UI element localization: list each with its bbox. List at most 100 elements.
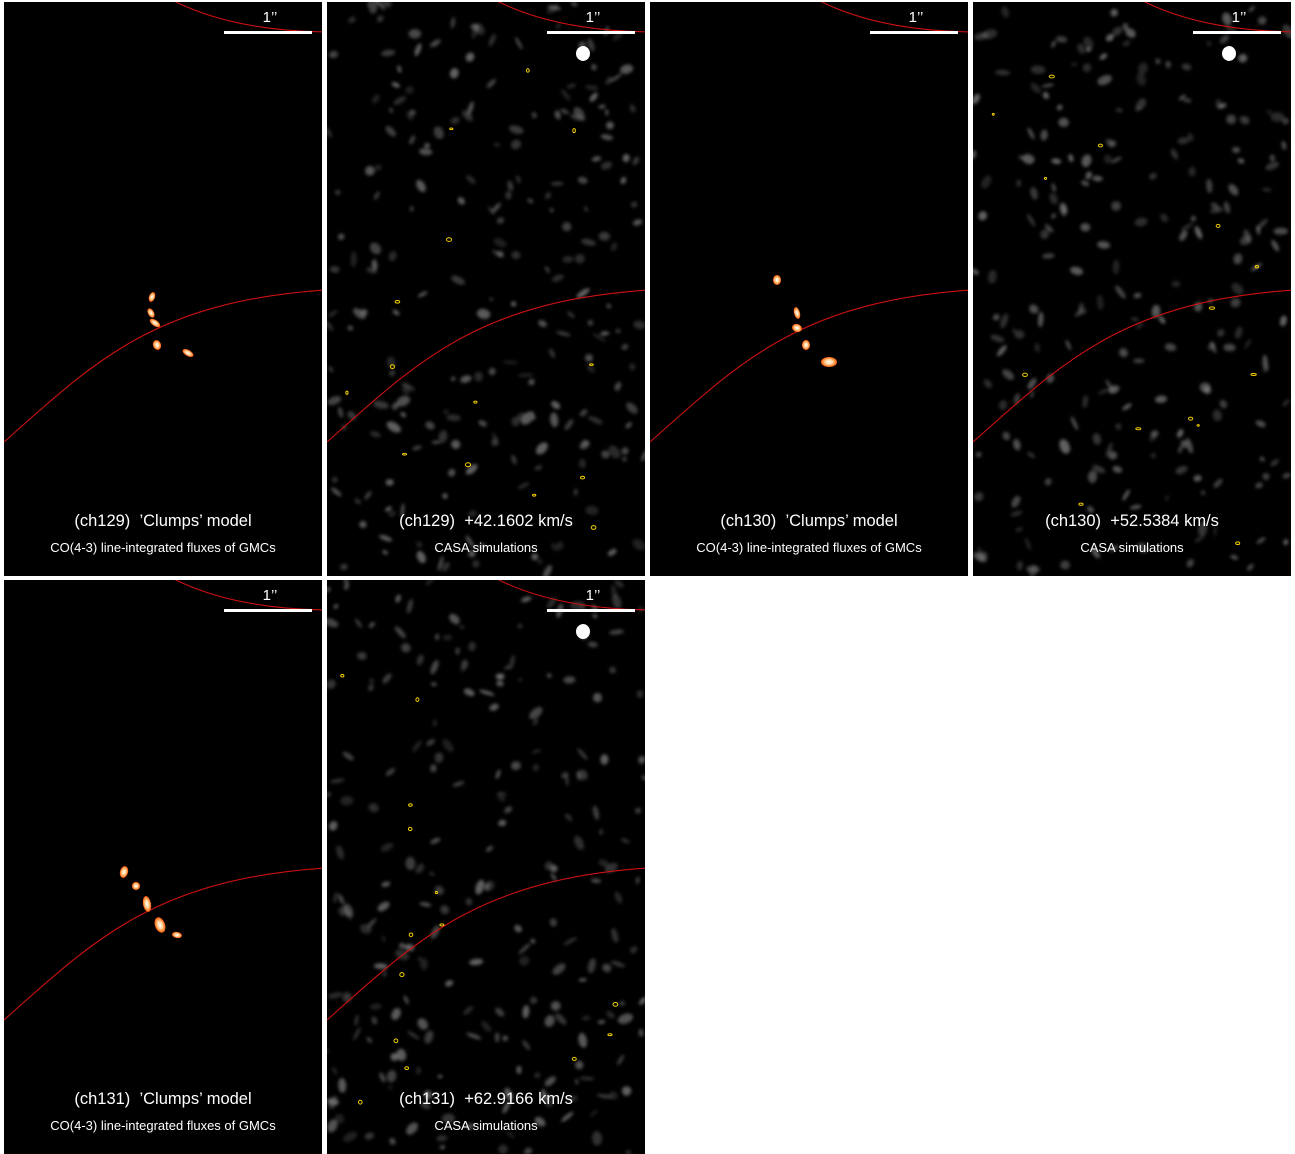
noise-blob [1137, 542, 1149, 554]
noise-blob [396, 1048, 407, 1062]
scale-bar-label: 1’’ [262, 9, 278, 26]
channel-label: (ch130) [720, 512, 777, 530]
noise-blob [550, 1001, 561, 1011]
noise-blob [497, 792, 506, 802]
noise-blob [468, 550, 476, 558]
noise-blob [328, 50, 339, 59]
beam-ellipse [576, 46, 590, 61]
noise-blob [510, 761, 521, 771]
channel-label: (ch129) [74, 512, 131, 530]
noise-blob [602, 963, 612, 973]
contour-speck [1097, 143, 1104, 148]
noise-blob [327, 791, 331, 798]
noise-blob [981, 175, 992, 189]
noise-blob [492, 432, 497, 441]
gmc-clump [119, 866, 129, 878]
noise-blob [1051, 183, 1057, 193]
panel-title-text: +42.1602 km/s [464, 512, 573, 530]
noise-blob [488, 206, 495, 215]
noise-blob [622, 456, 627, 462]
noise-blob [630, 946, 638, 954]
noise-blob [368, 622, 375, 628]
noise-blob [1122, 40, 1131, 47]
noise-blob [568, 1095, 578, 1102]
noise-blob [641, 448, 645, 462]
noise-blob [551, 543, 561, 551]
noise-blob [531, 749, 542, 754]
noise-blob [382, 969, 387, 978]
noise-blob [1210, 202, 1220, 210]
noise-blob [1257, 16, 1267, 25]
noise-blob [576, 770, 581, 781]
noise-blob [1282, 399, 1290, 407]
noise-blob [586, 364, 595, 373]
simulation-image [327, 2, 645, 576]
noise-blob [1190, 215, 1196, 222]
noise-blob [376, 15, 384, 23]
noise-blob [397, 65, 402, 73]
noise-blob [506, 1131, 515, 1139]
noise-blob [1180, 440, 1188, 448]
noise-blob [396, 395, 410, 407]
noise-blob [1098, 388, 1110, 395]
channel-label: (ch130) [1045, 512, 1102, 530]
noise-blob [467, 101, 474, 116]
noise-blob [1119, 348, 1128, 358]
noise-blob [1092, 465, 1106, 474]
noise-blob [404, 943, 415, 952]
noise-blob [419, 148, 433, 156]
noise-blob [496, 217, 505, 224]
noise-blob [1230, 554, 1239, 560]
noise-blob [614, 580, 624, 588]
noise-blob [1283, 539, 1289, 546]
noise-blob [598, 231, 610, 241]
noise-blob [1077, 43, 1086, 54]
noise-blob [1111, 201, 1121, 211]
scale-bar-label: 1’’ [585, 587, 601, 604]
noise-blob [504, 1087, 513, 1101]
noise-blob [388, 251, 397, 262]
noise-blob [550, 412, 559, 428]
noise-blob [588, 416, 603, 425]
contour-speck [389, 364, 396, 370]
noise-blob [592, 613, 598, 619]
noise-blob [1030, 82, 1041, 94]
noise-blob [508, 654, 516, 670]
noise-blob [348, 16, 356, 24]
noise-blob [1206, 178, 1213, 194]
noise-blob [1215, 98, 1222, 108]
noise-blob [1178, 94, 1186, 101]
noise-blob [578, 978, 587, 982]
noise-blob [544, 1097, 554, 1108]
noise-blob [327, 126, 332, 138]
noise-blob [587, 641, 598, 648]
panel-subtitle: CASA simulations [434, 540, 538, 555]
noise-blob [633, 320, 645, 330]
noise-blob [507, 180, 514, 192]
noise-blob [511, 416, 520, 427]
noise-blob [1129, 504, 1142, 510]
noise-blob [340, 795, 354, 806]
noise-blob [1056, 104, 1063, 111]
noise-blob [1122, 403, 1132, 411]
noise-blob [1187, 132, 1194, 142]
noise-blob [560, 89, 571, 101]
noise-blob [606, 121, 614, 130]
noise-blob [1002, 431, 1010, 441]
noise-blob [997, 345, 1007, 357]
noise-blob [524, 1147, 533, 1154]
noise-blob [1269, 154, 1276, 162]
noise-blob [611, 928, 619, 943]
noise-blob [544, 1015, 555, 1027]
noise-blob [517, 482, 530, 489]
noise-blob [465, 464, 478, 475]
noise-blob [327, 1119, 338, 1133]
noise-blob [585, 505, 599, 516]
noise-blob [436, 1135, 448, 1142]
noise-blob [578, 458, 586, 469]
noise-blob [974, 32, 989, 41]
noise-blob [560, 108, 570, 115]
noise-blob [1219, 34, 1230, 44]
noise-blob [416, 1066, 421, 1075]
noise-blob [1179, 230, 1188, 241]
